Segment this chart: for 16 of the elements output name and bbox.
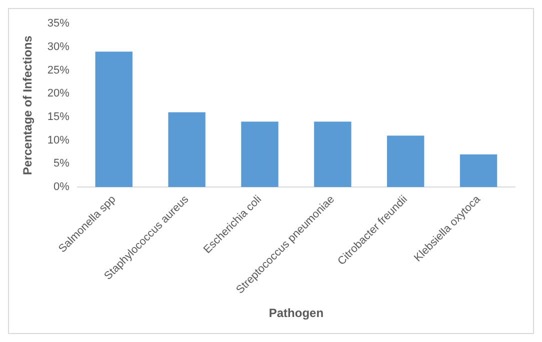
bar (314, 122, 352, 188)
y-axis-title: Percentage of Infections (20, 35, 35, 175)
y-tick-label: 10% (47, 134, 70, 146)
bar (241, 122, 278, 188)
y-tick-label: 30% (47, 40, 70, 53)
y-tick-label: 20% (47, 88, 70, 100)
bar (168, 112, 206, 188)
bar (387, 136, 424, 188)
y-tick-label: 35% (47, 18, 70, 30)
y-tick-label: 5% (54, 158, 70, 170)
y-tick-label: 25% (47, 64, 70, 76)
y-tick-label: 15% (47, 111, 70, 124)
y-tick-label: 0% (54, 181, 70, 194)
bar (460, 154, 498, 188)
x-axis-title: Pathogen (268, 306, 324, 320)
bar (95, 52, 132, 188)
